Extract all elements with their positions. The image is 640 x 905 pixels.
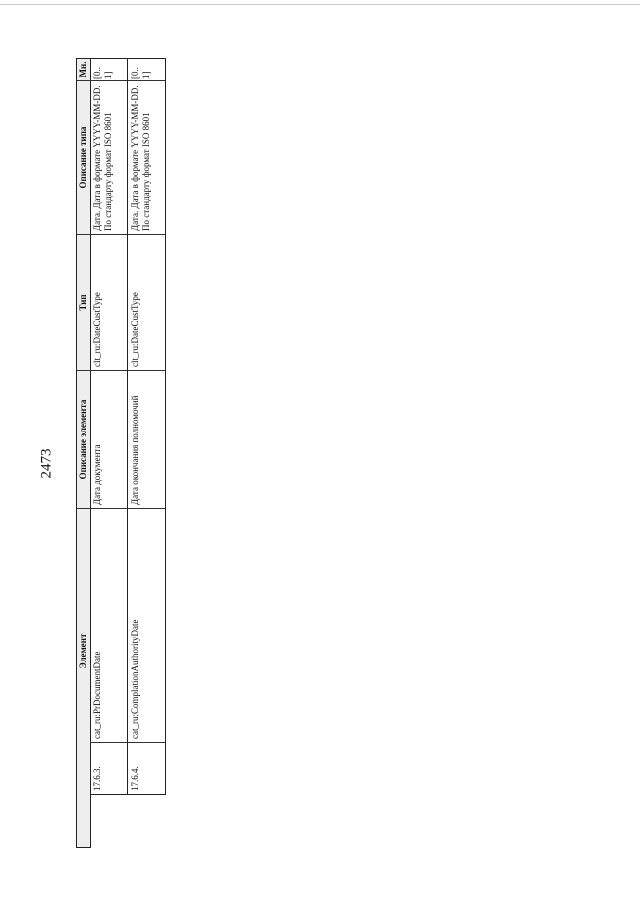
header-element: Элемент	[78, 633, 88, 669]
row-type: clt_ru:DateCustType	[90, 235, 127, 371]
table-row: 17.6.4. cat_ru:ComplationAuthorityDate Д…	[128, 58, 166, 795]
row-multiplicity: [0..1]	[90, 59, 127, 81]
row-multiplicity: [0..1]	[128, 59, 165, 81]
row-element: cat_ru:ComplationAuthorityDate	[128, 509, 165, 743]
header-type: Тип	[77, 235, 90, 371]
data-table: Элемент Описание элемента Тип Описание т…	[76, 58, 166, 848]
table-row: 17.6.3. cat_ru:PrDocumentDate Дата докум…	[90, 58, 128, 795]
header-multiplicity: Мн.	[77, 59, 90, 81]
row-element: cat_ru:PrDocumentDate	[90, 509, 127, 743]
row-type-description: Дата. Дата в формате YYYY-MM-DD. По стан…	[128, 81, 165, 235]
table-header: Элемент Описание элемента Тип Описание т…	[76, 58, 91, 848]
header-element-description: Описание элемента	[77, 371, 90, 509]
row-description: Дата документа	[90, 371, 127, 509]
header-type-description: Описание типа	[77, 81, 90, 235]
page-edge-line	[0, 4, 640, 5]
row-type: clt_ru:DateCustType	[128, 235, 165, 371]
row-number: 17.6.3.	[92, 766, 102, 791]
row-number: 17.6.4.	[130, 766, 140, 791]
page-number: 2473	[38, 448, 55, 479]
row-description: Дата окончания полномочий	[128, 371, 165, 509]
row-type-description: Дата. Дата в формате YYYY-MM-DD. По стан…	[90, 81, 127, 235]
